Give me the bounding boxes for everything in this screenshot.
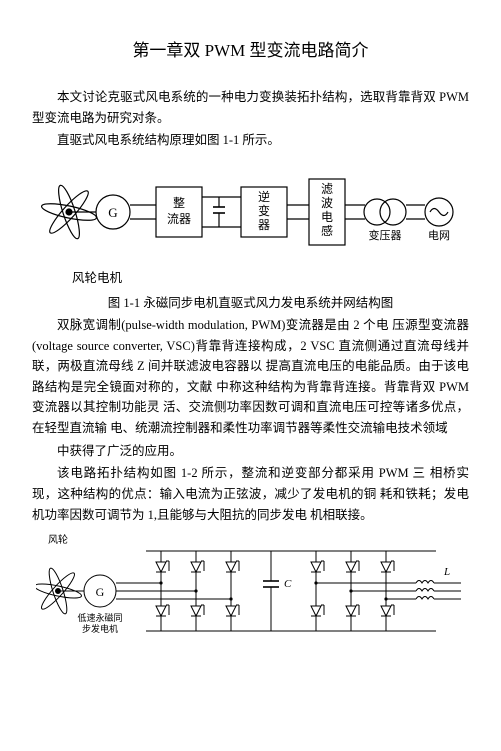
svg-text:感: 感 [320,223,332,238]
transformer-icon [364,199,406,225]
figure-1-caption: 图 1-1 永磁同步电机直驱式风力发电系统并网结构图 [32,292,469,311]
svg-text:滤: 滤 [320,182,332,196]
svg-text:电: 电 [320,210,332,224]
rectifier-label-2: 流器 [166,212,190,226]
fan-motor-label: 风轮电机 [72,267,469,286]
transformer-label: 变压器 [368,228,401,242]
svg-text:逆: 逆 [257,189,269,204]
fan-label-2: 风轮 [48,533,68,546]
rectifier-label-1: 整 [172,195,184,210]
paragraph-5: 该电路拓扑结构如图 1-2 所示，整流和逆变部分都采用 PWM 三 相桥实现，这… [32,463,469,525]
grid-label: 电网 [428,229,450,242]
figure-1: G 整 流器 逆 变 器 滤 波 [32,157,469,286]
svg-text:低速永磁同: 低速永磁同 [77,612,122,623]
figure-2: 风轮 G 低速永磁同 步发电机 [32,531,469,671]
svg-text:步发电机: 步发电机 [81,623,117,634]
svg-text:器: 器 [257,218,269,232]
paragraph-3: 双脉宽调制(pulse-width modulation, PWM)变流器是由 … [32,315,469,439]
capacitor-label: C [284,578,292,590]
generator-label: G [108,205,117,220]
paragraph-1: 本文讨论克驱式风电系统的一种电力变换装拓扑结构，选取背靠背双 PWM 型变流电路… [32,87,469,128]
chapter-title: 第一章双 PWM 型变流电路简介 [32,36,469,61]
document-page: 第一章双 PWM 型变流电路简介 本文讨论克驱式风电系统的一种电力变换装拓扑结构… [0,0,501,707]
svg-text:变: 变 [257,203,269,218]
svg-text:G: G [95,585,104,599]
svg-text:波: 波 [320,196,332,210]
paragraph-2: 直驱式风电系统结构原理如图 1-1 所示。 [32,130,469,151]
paragraph-4: 中获得了广泛的应用。 [32,441,469,462]
inductor-label: L [443,566,450,578]
